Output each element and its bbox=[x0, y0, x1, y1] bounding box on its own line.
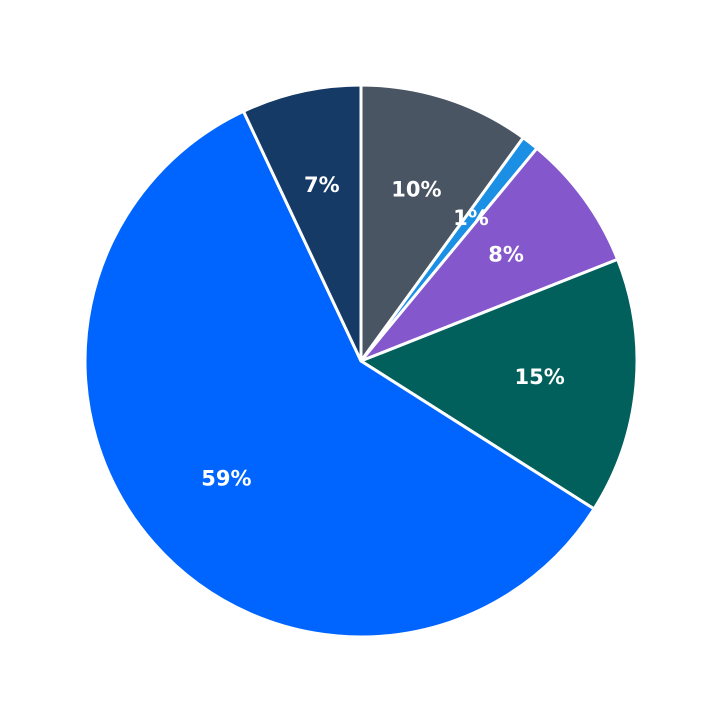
pie-slice bbox=[83, 109, 596, 639]
data-label: 15% bbox=[514, 365, 564, 389]
data-label: 10% bbox=[391, 177, 441, 201]
pie-slice bbox=[359, 257, 639, 511]
pie-slice bbox=[241, 83, 363, 363]
pie-slice bbox=[359, 83, 525, 363]
data-label: 7% bbox=[304, 173, 340, 197]
data-label: 1% bbox=[453, 206, 489, 230]
data-label: 8% bbox=[488, 243, 524, 267]
data-label: 59% bbox=[201, 467, 251, 491]
pie-slice bbox=[359, 146, 620, 363]
